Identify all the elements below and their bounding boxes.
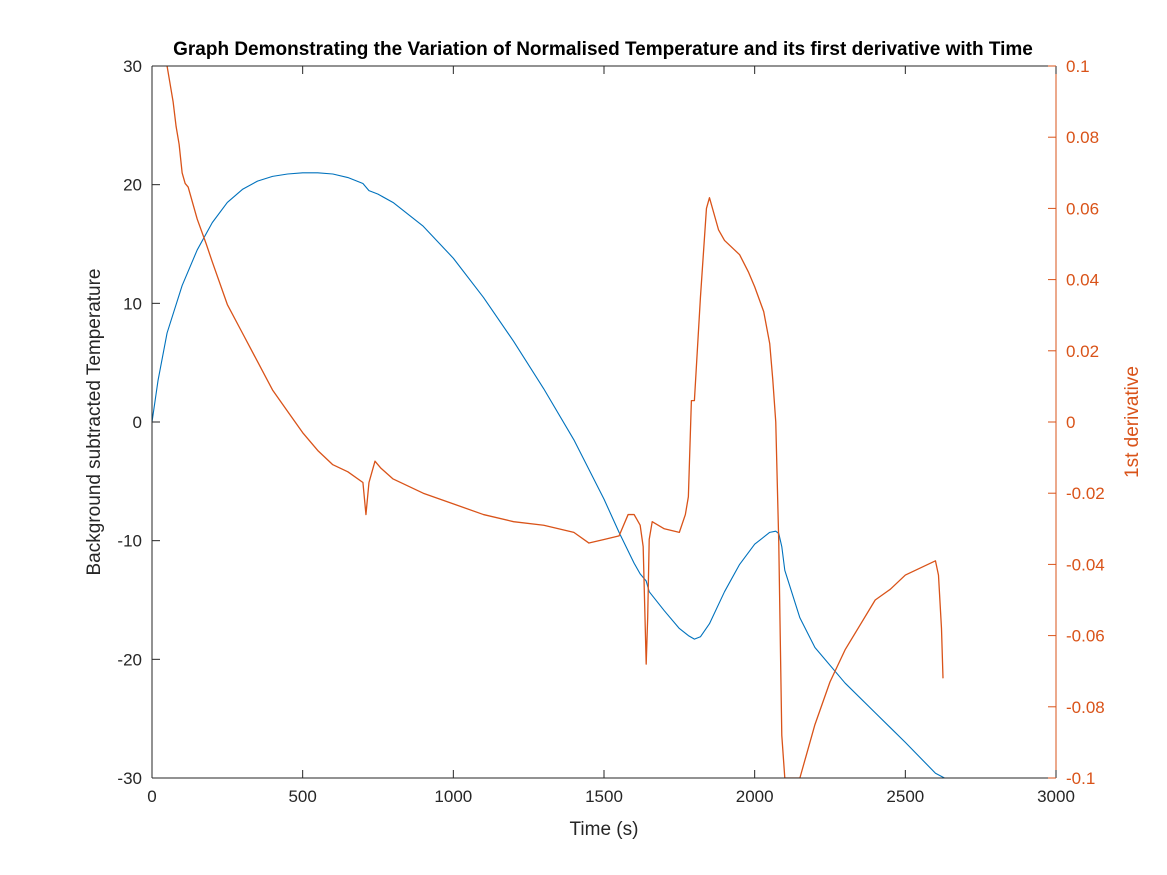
y-left-tick-label: -20 [117,650,142,669]
x-tick-label: 1000 [434,787,472,806]
y-left-tick-label: -10 [117,532,142,551]
y-right-tick-labels: -0.1 -0.08 -0.06 -0.04 -0.02 0 0.02 0.04 0.06 0.0… [1066,57,1105,788]
y-right-tick-label: -0.1 [1066,769,1095,788]
y-right-axis-label: 1st derivative [1122,366,1143,478]
y-left-tick-label: 30 [123,57,142,76]
y-right-tick-label: 0 [1066,413,1075,432]
y-right-tick-label: 0.04 [1066,271,1099,290]
plot-background [152,66,1056,778]
y-right-tick-label: -0.06 [1066,627,1105,646]
temperature-series-line [152,172,945,778]
x-tick-label: 2500 [886,787,924,806]
derivative-series-line [166,66,944,778]
y-left-tick-label: -30 [117,769,142,788]
x-tick-label: 1500 [585,787,623,806]
y-left-tick-labels: -30 -20 -10 0 10 20 30 [117,57,142,788]
x-tick-label: 0 [147,787,156,806]
y-right-tick-label: 0.02 [1066,342,1099,361]
axes-layer [151,65,1057,779]
y-right-tick-label: -0.04 [1066,555,1105,574]
y-right-tick-label: -0.02 [1066,484,1105,503]
y-left-tick-label: 20 [123,176,142,195]
x-tick-label: 3000 [1037,787,1075,806]
series-layer [152,66,945,778]
y-right-tick-label: 0.08 [1066,128,1099,147]
x-axis-label: Time (s) [570,819,639,840]
plot-area [151,65,1057,779]
y-left-axis-label: Background subtracted Temperature [84,269,105,576]
y-left-tick-label: 10 [123,294,142,313]
y-right-tick-label: 0.06 [1066,199,1099,218]
x-tick-label: 2000 [736,787,774,806]
y-right-tick-label: 0.1 [1066,57,1090,76]
y-right-tick-label: -0.08 [1066,698,1105,717]
chart-title: Graph Demonstrating the Variation of Nor… [173,39,1033,60]
x-tick-labels: 0 500 1000 1500 2000 2500 3000 [147,787,1075,806]
x-tick-label: 500 [288,787,316,806]
y-left-tick-label: 0 [133,413,142,432]
